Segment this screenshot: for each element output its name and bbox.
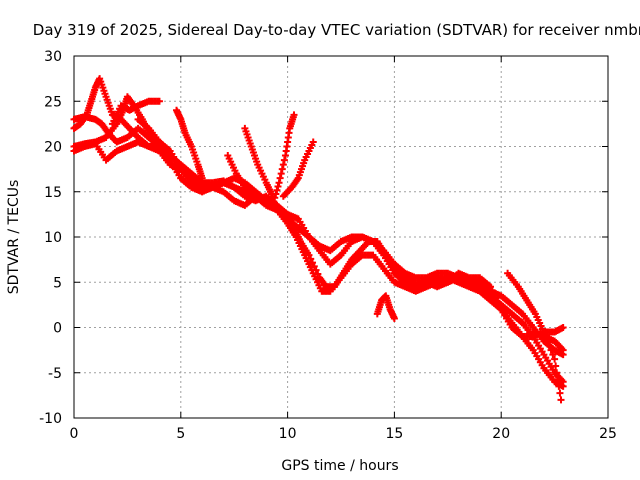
series-track-12 [373, 292, 398, 322]
data-point [495, 302, 503, 310]
axis-ticks: 0 5 10 15 20 25 -10 -5 0 5 10 15 20 25 30 [39, 49, 617, 442]
data-point [277, 170, 285, 178]
data-point [279, 161, 287, 169]
y-tick-label: -10 [39, 411, 62, 427]
y-tick-label: 25 [44, 94, 62, 110]
data-point [278, 165, 286, 173]
data-point [272, 190, 280, 198]
x-axis-label: GPS time / hours [281, 458, 398, 474]
x-tick-label: 0 [70, 426, 79, 442]
data-point [309, 138, 317, 146]
data-point [280, 156, 288, 164]
data-point [269, 201, 277, 209]
data-point [494, 298, 502, 306]
data-point [271, 194, 279, 202]
data-point [553, 369, 561, 377]
data-point [545, 342, 553, 350]
data-point [490, 290, 498, 298]
y-tick-label: -5 [48, 366, 62, 382]
data-point [487, 283, 495, 291]
data-point [262, 197, 270, 205]
series-track-3 [70, 113, 567, 359]
series-track-8 [224, 152, 270, 205]
data-point [554, 376, 562, 384]
data-point [492, 294, 500, 302]
x-tick-label: 25 [599, 426, 617, 442]
data-point [270, 198, 278, 206]
data-point [557, 396, 565, 404]
data-point [276, 174, 284, 182]
series-track-13 [504, 269, 565, 404]
series-track-6 [173, 106, 206, 182]
data-point [549, 351, 557, 359]
data-point [488, 287, 496, 295]
series-track-4 [70, 138, 567, 341]
series-track-14 [529, 328, 567, 354]
chart-grid [74, 56, 608, 418]
data-point [273, 186, 281, 194]
data-point [559, 324, 567, 331]
x-tick-label: 15 [385, 426, 403, 442]
chart-title: Day 319 of 2025, Sidereal Day-to-day VTE… [33, 21, 640, 39]
data-point [555, 382, 563, 390]
x-tick-label: 5 [176, 426, 185, 442]
data-point [309, 259, 317, 267]
y-tick-label: 5 [53, 275, 62, 291]
data-point [198, 188, 206, 196]
x-tick-label: 20 [492, 426, 510, 442]
data-marks [70, 75, 567, 404]
y-tick-label: 30 [44, 49, 62, 65]
series-track-5 [108, 97, 163, 128]
data-point [198, 174, 206, 182]
series-track-7 [134, 115, 206, 196]
data-point [551, 355, 559, 363]
y-tick-label: 0 [53, 321, 62, 337]
data-point [155, 97, 163, 105]
series-track-10 [269, 111, 298, 209]
series-track-9 [241, 124, 277, 200]
series-track-11 [279, 138, 317, 200]
y-axis-label: SDTVAR / TECUs [6, 180, 22, 295]
data-point [552, 362, 560, 370]
data-point [559, 346, 567, 354]
x-tick-label: 10 [279, 426, 297, 442]
data-point [390, 314, 398, 322]
data-point [275, 179, 283, 187]
y-tick-label: 15 [44, 185, 62, 201]
data-point [274, 182, 282, 190]
series-track-2 [70, 75, 567, 390]
y-tick-label: 20 [44, 140, 62, 156]
data-point [547, 346, 555, 354]
data-point [290, 111, 298, 119]
y-tick-label: 10 [44, 230, 62, 246]
data-point [556, 389, 564, 397]
